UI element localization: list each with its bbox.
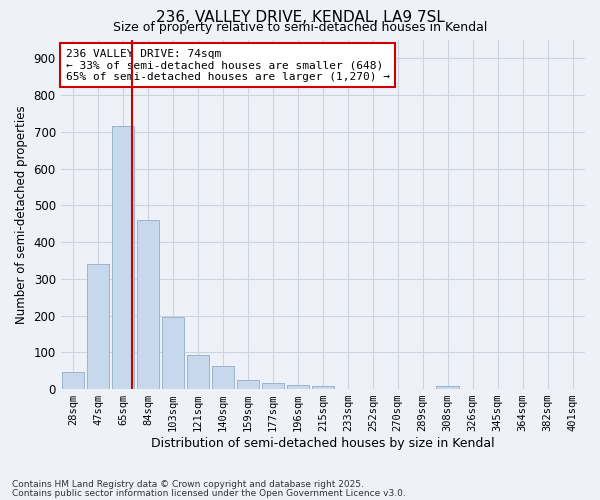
Bar xyxy=(287,384,309,389)
Bar xyxy=(236,380,259,389)
Bar xyxy=(162,316,184,389)
Bar xyxy=(62,372,85,389)
Y-axis label: Number of semi-detached properties: Number of semi-detached properties xyxy=(15,105,28,324)
Bar xyxy=(87,264,109,389)
Text: 236 VALLEY DRIVE: 74sqm
← 33% of semi-detached houses are smaller (648)
65% of s: 236 VALLEY DRIVE: 74sqm ← 33% of semi-de… xyxy=(66,48,390,82)
Bar xyxy=(311,386,334,389)
Text: Contains public sector information licensed under the Open Government Licence v3: Contains public sector information licen… xyxy=(12,488,406,498)
Bar xyxy=(112,126,134,389)
Bar xyxy=(187,356,209,389)
Text: Contains HM Land Registry data © Crown copyright and database right 2025.: Contains HM Land Registry data © Crown c… xyxy=(12,480,364,489)
Bar xyxy=(212,366,234,389)
Text: Size of property relative to semi-detached houses in Kendal: Size of property relative to semi-detach… xyxy=(113,21,487,34)
Text: 236, VALLEY DRIVE, KENDAL, LA9 7SL: 236, VALLEY DRIVE, KENDAL, LA9 7SL xyxy=(155,10,445,25)
Bar xyxy=(262,383,284,389)
Bar xyxy=(436,386,459,389)
X-axis label: Distribution of semi-detached houses by size in Kendal: Distribution of semi-detached houses by … xyxy=(151,437,494,450)
Bar xyxy=(137,220,159,389)
